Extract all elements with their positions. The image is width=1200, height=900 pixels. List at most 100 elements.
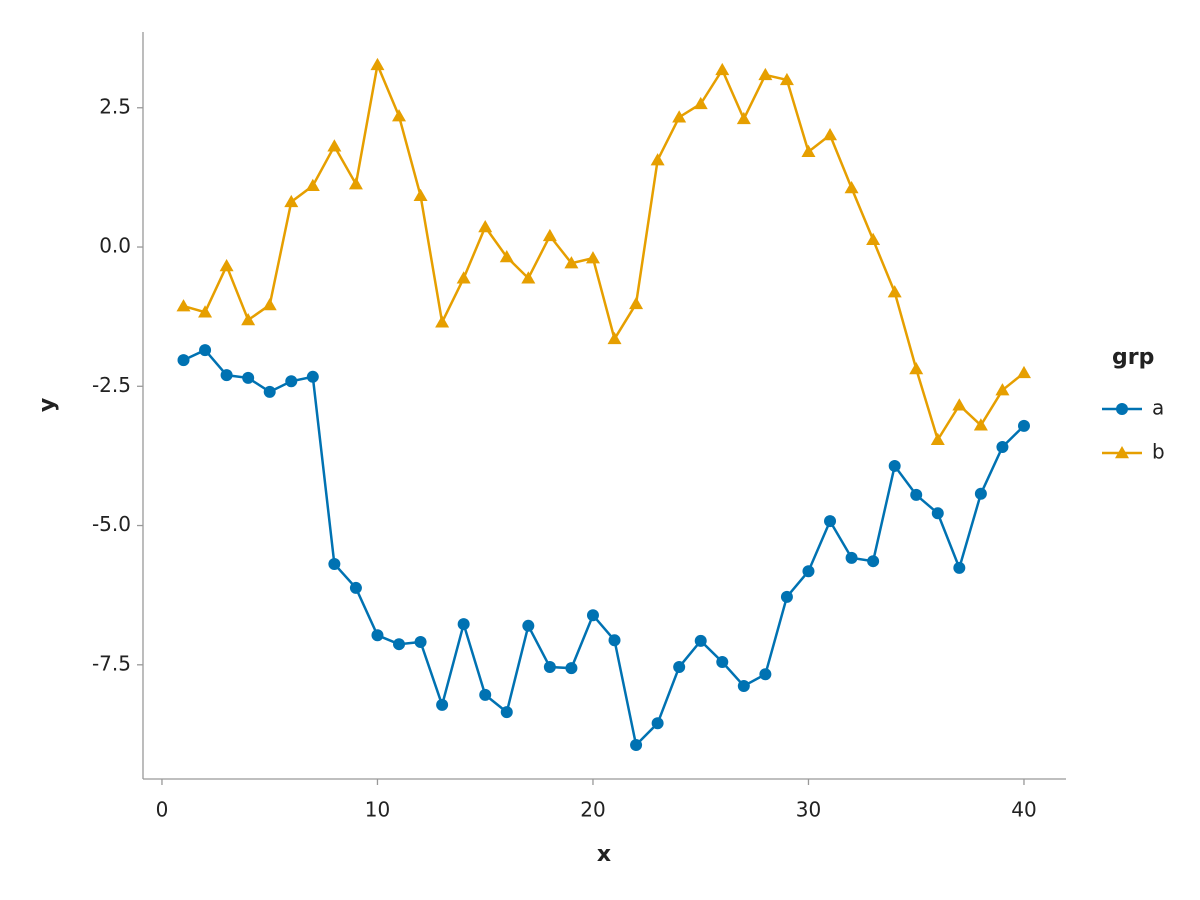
marker xyxy=(930,432,945,446)
marker xyxy=(478,219,493,233)
marker xyxy=(499,250,514,263)
marker xyxy=(522,619,535,632)
marker xyxy=(327,139,342,152)
marker xyxy=(630,739,643,752)
marker xyxy=(780,590,793,603)
marker xyxy=(348,177,363,190)
marker xyxy=(564,256,579,269)
marker xyxy=(349,581,362,594)
y-tick-label: 2.5 xyxy=(99,94,131,118)
y-tick-label: -2.5 xyxy=(92,373,131,397)
marker xyxy=(736,111,751,125)
marker xyxy=(974,487,987,500)
marker xyxy=(973,418,988,431)
marker xyxy=(220,369,233,382)
marker xyxy=(737,679,750,692)
series-line xyxy=(182,348,1025,748)
marker xyxy=(500,706,513,719)
marker xyxy=(285,375,298,388)
marker xyxy=(801,144,816,158)
marker xyxy=(910,488,923,501)
marker xyxy=(393,638,406,651)
legend-marker xyxy=(1115,446,1129,459)
y-tick-label: -5.0 xyxy=(92,512,131,536)
x-tick-label: 30 xyxy=(796,798,821,822)
marker xyxy=(952,398,967,411)
marker xyxy=(650,153,665,166)
y-axis-label: y xyxy=(35,398,60,412)
marker xyxy=(802,565,815,578)
marker xyxy=(586,609,599,622)
marker xyxy=(542,228,557,242)
marker xyxy=(456,271,471,284)
marker xyxy=(715,62,730,76)
x-axis-label: x xyxy=(597,842,611,867)
marker xyxy=(693,96,708,110)
marker xyxy=(284,194,299,208)
marker xyxy=(263,385,276,398)
marker xyxy=(672,110,687,123)
marker xyxy=(543,661,556,674)
marker xyxy=(328,557,341,570)
marker xyxy=(413,188,428,202)
marker xyxy=(651,717,664,730)
marker xyxy=(909,362,924,375)
marker xyxy=(996,441,1009,453)
marker xyxy=(414,635,427,648)
marker xyxy=(845,551,858,564)
marker xyxy=(844,180,859,194)
legend-label: a xyxy=(1152,396,1164,420)
marker xyxy=(1017,419,1030,432)
x-tick-label: 0 xyxy=(156,798,169,822)
x-tick-label: 10 xyxy=(365,798,390,822)
legend-title: grp xyxy=(1112,345,1154,370)
marker xyxy=(370,57,385,71)
marker xyxy=(436,698,449,711)
x-tick-label: 20 xyxy=(580,798,605,822)
marker xyxy=(565,662,578,675)
marker xyxy=(521,271,536,284)
series-line xyxy=(183,60,1025,443)
marker xyxy=(242,371,255,384)
legend-label: b xyxy=(1152,440,1165,464)
marker xyxy=(479,688,492,701)
marker xyxy=(199,344,212,357)
marker xyxy=(176,299,191,312)
marker xyxy=(435,315,450,328)
marker xyxy=(758,67,773,81)
marker xyxy=(887,285,902,298)
marker xyxy=(241,312,256,326)
marker xyxy=(305,178,320,191)
marker xyxy=(824,515,837,528)
marker xyxy=(866,232,881,246)
x-tick-label: 40 xyxy=(1011,798,1036,822)
marker xyxy=(694,634,707,647)
marker xyxy=(867,555,880,568)
marker xyxy=(262,297,277,311)
marker xyxy=(219,258,234,272)
y-tick-label: 0.0 xyxy=(99,234,131,258)
marker xyxy=(607,331,622,345)
marker xyxy=(371,629,384,642)
marker xyxy=(931,507,944,520)
marker xyxy=(608,634,621,647)
marker xyxy=(888,459,901,472)
marker xyxy=(629,296,644,310)
marker xyxy=(1016,365,1031,379)
marker xyxy=(392,109,407,122)
marker xyxy=(457,618,470,631)
marker xyxy=(198,305,213,318)
marker xyxy=(585,251,600,264)
marker xyxy=(759,668,772,681)
y-tick-label: -7.5 xyxy=(92,651,131,675)
marker xyxy=(953,561,966,574)
marker xyxy=(823,128,838,141)
legend-marker xyxy=(1116,403,1128,415)
marker xyxy=(716,656,729,669)
marker xyxy=(995,383,1010,396)
marker xyxy=(779,72,794,86)
marker xyxy=(177,354,190,367)
marker xyxy=(306,370,319,383)
marker xyxy=(673,661,686,674)
